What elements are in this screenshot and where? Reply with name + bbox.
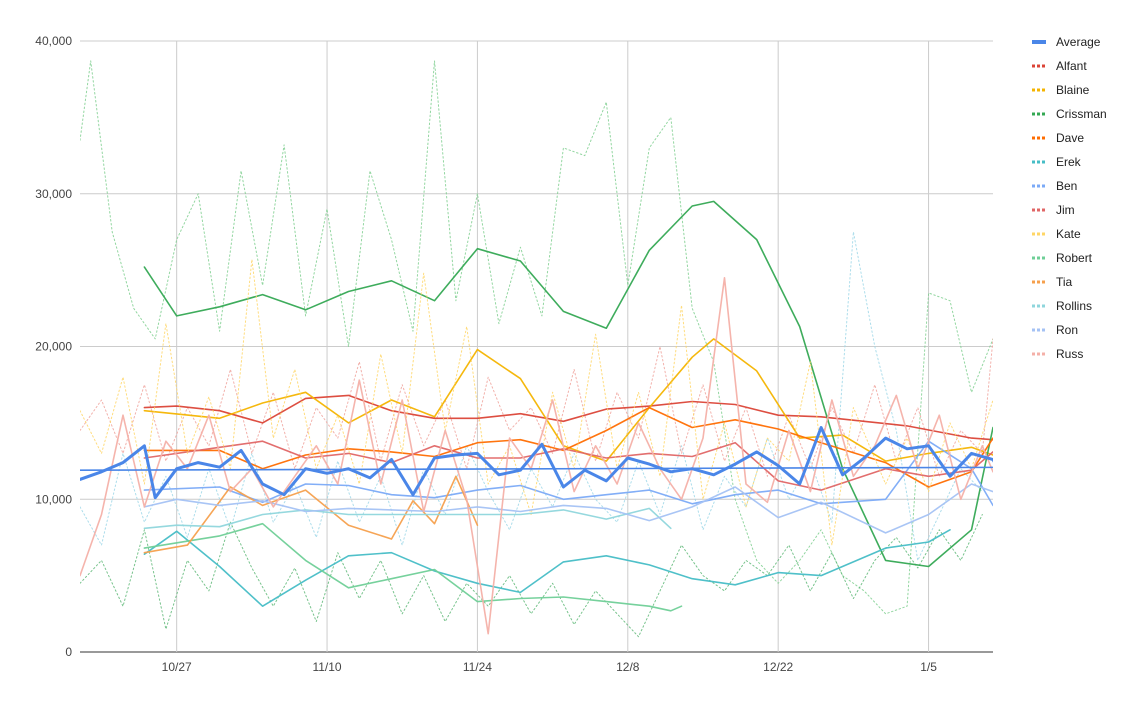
series-line-average [80,426,993,500]
x-tick-label: 12/22 [763,660,793,674]
y-tick-label: 40,000 [35,34,72,48]
x-tick-label: 1/5 [920,660,937,674]
legend-label-rollins: Rollins [1056,299,1092,313]
legend-label-crissman: Crissman [1056,107,1107,121]
series-line-ben [143,440,993,507]
series-line-alfant [143,394,993,441]
legend-label-average: Average [1056,35,1101,49]
axes: 0 10,000 20,000 30,000 40,000 10/27 11/10 11/24… [35,34,937,674]
legend: Average Alfant Blaine Crissman Dave Erek Ben Ji… [1032,35,1107,361]
legend-label-ron: Ron [1056,323,1078,337]
series-line-blaine [143,338,993,462]
y-tick-label: 0 [65,645,72,659]
grid [80,40,993,653]
legend-label-dave: Dave [1056,131,1084,145]
series-line-unlabeled-17 [80,338,993,477]
y-tick-label: 10,000 [35,492,72,506]
legend-label-tia: Tia [1056,275,1073,289]
x-tick-label: 10/27 [162,660,192,674]
series-line-robert [143,522,683,612]
series-line-rollins [143,507,672,530]
legend-label-alfant: Alfant [1056,59,1087,73]
series-line-ron [143,483,993,534]
y-tick-label: 20,000 [35,340,72,354]
x-tick-label: 12/8 [616,660,640,674]
legend-label-ben: Ben [1056,179,1077,193]
trendline-average [80,466,993,472]
legend-label-kate: Kate [1056,227,1081,241]
series-lines [80,60,993,638]
legend-label-jim: Jim [1056,203,1075,217]
series-line-unlabeled-15 [80,514,983,638]
legend-label-robert: Robert [1056,251,1093,265]
x-tick-label: 11/24 [463,660,492,674]
series-line-crissman [143,200,993,568]
series-line-tia [143,475,479,554]
series-line-russ [80,277,993,635]
series-line-jim [143,440,993,491]
y-tick-label: 30,000 [35,187,72,201]
x-tick-label: 11/10 [312,660,341,674]
series-line-kate [80,258,993,546]
series-line-unlabeled-14 [80,60,993,615]
legend-label-blaine: Blaine [1056,83,1090,97]
legend-label-russ: Russ [1056,347,1083,361]
legend-label-erek: Erek [1056,155,1082,169]
series-line-erek [143,529,951,607]
series-line-unlabeled-16 [80,231,983,561]
